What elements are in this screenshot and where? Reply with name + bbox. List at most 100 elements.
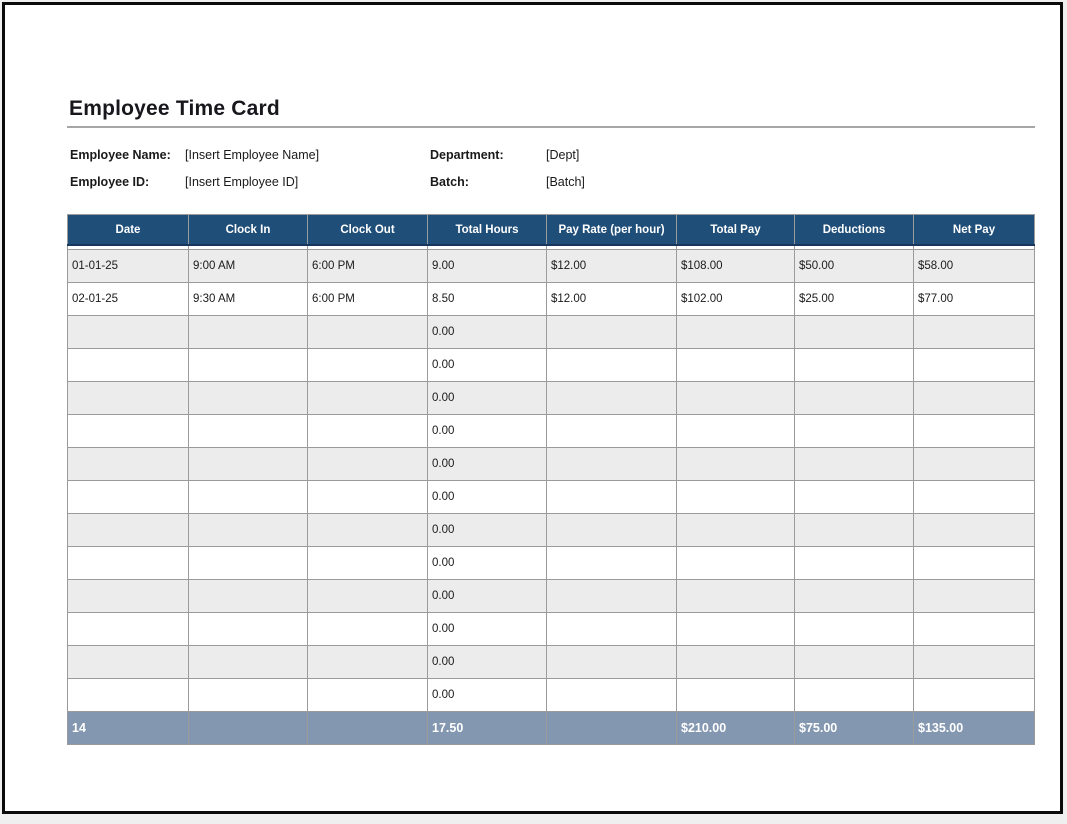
table-cell[interactable]: 0.00 bbox=[427, 678, 547, 712]
table-cell[interactable] bbox=[67, 645, 189, 679]
table-cell[interactable]: $102.00 bbox=[676, 282, 795, 316]
table-cell[interactable] bbox=[546, 414, 677, 448]
table-cell[interactable] bbox=[546, 480, 677, 514]
table-cell[interactable] bbox=[546, 348, 677, 382]
table-cell[interactable] bbox=[676, 381, 795, 415]
table-cell[interactable] bbox=[794, 480, 914, 514]
table-cell[interactable]: $77.00 bbox=[913, 282, 1035, 316]
table-cell[interactable]: $50.00 bbox=[794, 249, 914, 283]
table-cell[interactable]: 0.00 bbox=[427, 546, 547, 580]
table-cell[interactable] bbox=[913, 513, 1035, 547]
table-cell[interactable] bbox=[794, 645, 914, 679]
table-cell[interactable] bbox=[307, 546, 428, 580]
table-cell[interactable] bbox=[67, 447, 189, 481]
table-cell[interactable] bbox=[307, 579, 428, 613]
table-cell[interactable]: $108.00 bbox=[676, 249, 795, 283]
table-cell[interactable] bbox=[546, 645, 677, 679]
table-cell[interactable] bbox=[676, 612, 795, 646]
department-value[interactable]: [Dept] bbox=[546, 148, 580, 162]
table-cell[interactable] bbox=[913, 645, 1035, 679]
employee-name-value[interactable]: [Insert Employee Name] bbox=[185, 148, 320, 162]
table-cell[interactable] bbox=[794, 348, 914, 382]
table-cell[interactable] bbox=[307, 678, 428, 712]
table-cell[interactable]: 02-01-25 bbox=[67, 282, 189, 316]
table-cell[interactable]: $12.00 bbox=[546, 282, 677, 316]
table-cell[interactable] bbox=[794, 612, 914, 646]
table-cell[interactable] bbox=[676, 480, 795, 514]
table-cell[interactable]: 9:00 AM bbox=[188, 249, 308, 283]
table-cell[interactable] bbox=[546, 513, 677, 547]
table-cell[interactable] bbox=[546, 315, 677, 349]
table-cell[interactable]: $58.00 bbox=[913, 249, 1035, 283]
table-cell[interactable] bbox=[546, 447, 677, 481]
table-cell[interactable] bbox=[188, 348, 308, 382]
table-cell[interactable] bbox=[67, 546, 189, 580]
table-cell[interactable] bbox=[794, 414, 914, 448]
table-cell[interactable] bbox=[67, 414, 189, 448]
table-cell[interactable] bbox=[188, 315, 308, 349]
table-cell[interactable] bbox=[676, 414, 795, 448]
table-cell[interactable]: 6:00 PM bbox=[307, 282, 428, 316]
table-cell[interactable] bbox=[188, 612, 308, 646]
table-cell[interactable]: 0.00 bbox=[427, 480, 547, 514]
table-cell[interactable] bbox=[67, 480, 189, 514]
table-cell[interactable] bbox=[794, 447, 914, 481]
table-cell[interactable] bbox=[546, 612, 677, 646]
table-cell[interactable] bbox=[794, 315, 914, 349]
table-cell[interactable]: 0.00 bbox=[427, 513, 547, 547]
table-cell[interactable] bbox=[188, 678, 308, 712]
table-cell[interactable] bbox=[307, 315, 428, 349]
table-cell[interactable] bbox=[676, 546, 795, 580]
table-cell[interactable] bbox=[913, 480, 1035, 514]
table-cell[interactable] bbox=[188, 645, 308, 679]
table-cell[interactable] bbox=[546, 678, 677, 712]
table-cell[interactable] bbox=[913, 579, 1035, 613]
batch-value[interactable]: [Batch] bbox=[546, 175, 585, 189]
table-cell[interactable] bbox=[913, 348, 1035, 382]
employee-id-value[interactable]: [Insert Employee ID] bbox=[185, 175, 299, 189]
table-cell[interactable] bbox=[67, 579, 189, 613]
table-cell[interactable] bbox=[676, 315, 795, 349]
table-cell[interactable] bbox=[188, 480, 308, 514]
table-cell[interactable] bbox=[188, 579, 308, 613]
table-cell[interactable] bbox=[307, 414, 428, 448]
table-cell[interactable] bbox=[188, 546, 308, 580]
table-cell[interactable] bbox=[913, 447, 1035, 481]
table-cell[interactable]: 0.00 bbox=[427, 348, 547, 382]
table-cell[interactable] bbox=[307, 645, 428, 679]
table-cell[interactable] bbox=[913, 414, 1035, 448]
table-cell[interactable]: 0.00 bbox=[427, 645, 547, 679]
table-cell[interactable] bbox=[676, 678, 795, 712]
table-cell[interactable] bbox=[913, 678, 1035, 712]
table-cell[interactable]: 0.00 bbox=[427, 315, 547, 349]
table-cell[interactable]: 9:30 AM bbox=[188, 282, 308, 316]
table-cell[interactable] bbox=[794, 579, 914, 613]
table-cell[interactable]: 01-01-25 bbox=[67, 249, 189, 283]
table-cell[interactable]: 9.00 bbox=[427, 249, 547, 283]
table-cell[interactable] bbox=[676, 348, 795, 382]
table-cell[interactable] bbox=[67, 612, 189, 646]
table-cell[interactable] bbox=[188, 447, 308, 481]
table-cell[interactable]: 0.00 bbox=[427, 414, 547, 448]
table-cell[interactable] bbox=[676, 579, 795, 613]
table-cell[interactable]: 0.00 bbox=[427, 579, 547, 613]
table-cell[interactable] bbox=[67, 513, 189, 547]
table-cell[interactable] bbox=[307, 447, 428, 481]
table-cell[interactable] bbox=[188, 381, 308, 415]
table-cell[interactable] bbox=[913, 381, 1035, 415]
table-cell[interactable] bbox=[794, 381, 914, 415]
table-cell[interactable] bbox=[307, 612, 428, 646]
table-cell[interactable] bbox=[546, 381, 677, 415]
table-cell[interactable] bbox=[67, 315, 189, 349]
table-cell[interactable] bbox=[307, 480, 428, 514]
table-cell[interactable] bbox=[188, 513, 308, 547]
table-cell[interactable] bbox=[676, 645, 795, 679]
table-cell[interactable]: 8.50 bbox=[427, 282, 547, 316]
table-cell[interactable]: $12.00 bbox=[546, 249, 677, 283]
table-cell[interactable] bbox=[188, 414, 308, 448]
table-cell[interactable]: 0.00 bbox=[427, 381, 547, 415]
table-cell[interactable] bbox=[307, 348, 428, 382]
table-cell[interactable]: 6:00 PM bbox=[307, 249, 428, 283]
table-cell[interactable] bbox=[67, 381, 189, 415]
table-cell[interactable] bbox=[794, 513, 914, 547]
